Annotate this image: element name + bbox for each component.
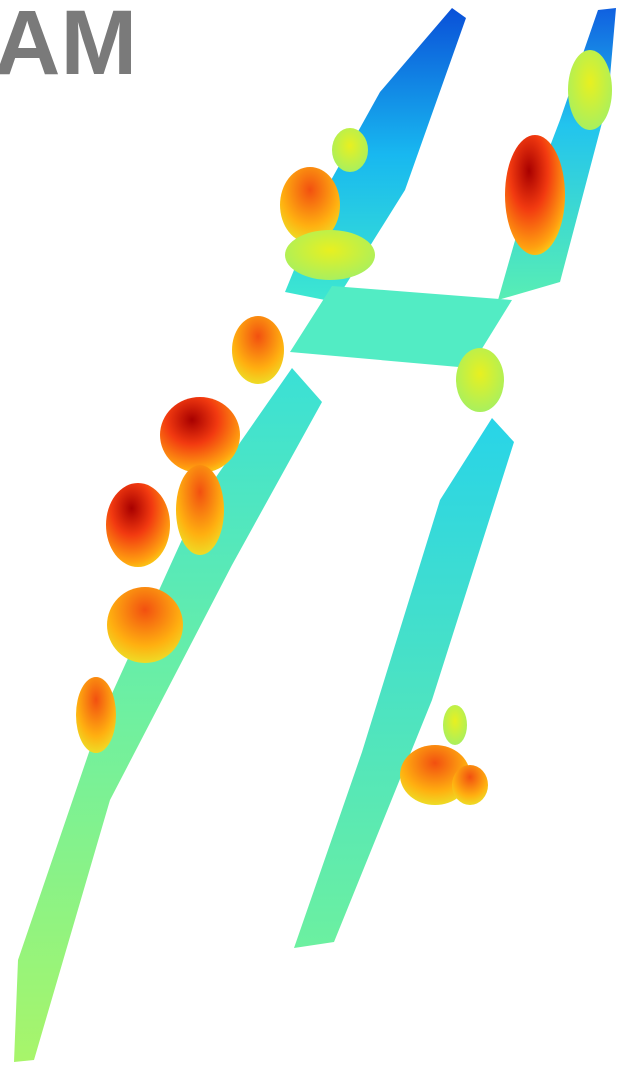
tree xyxy=(456,348,504,412)
tree xyxy=(285,230,375,280)
right-road xyxy=(294,418,514,948)
tree xyxy=(443,705,467,745)
left-road xyxy=(14,368,322,1062)
tree xyxy=(232,316,284,384)
point-cloud-view: AM xyxy=(0,0,636,1070)
tree xyxy=(160,397,240,473)
tree xyxy=(76,677,116,753)
tree xyxy=(452,765,488,805)
tree xyxy=(107,587,183,663)
title-fragment: AM xyxy=(0,0,137,94)
tree xyxy=(332,128,368,172)
tree xyxy=(505,135,565,255)
tree xyxy=(106,483,170,567)
tree xyxy=(176,465,224,555)
tree xyxy=(568,50,612,130)
